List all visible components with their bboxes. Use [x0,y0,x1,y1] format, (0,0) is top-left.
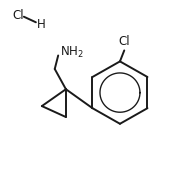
Text: NH$_2$: NH$_2$ [60,45,84,60]
Text: Cl: Cl [13,9,24,22]
Text: Cl: Cl [119,35,130,48]
Text: H: H [37,18,45,31]
